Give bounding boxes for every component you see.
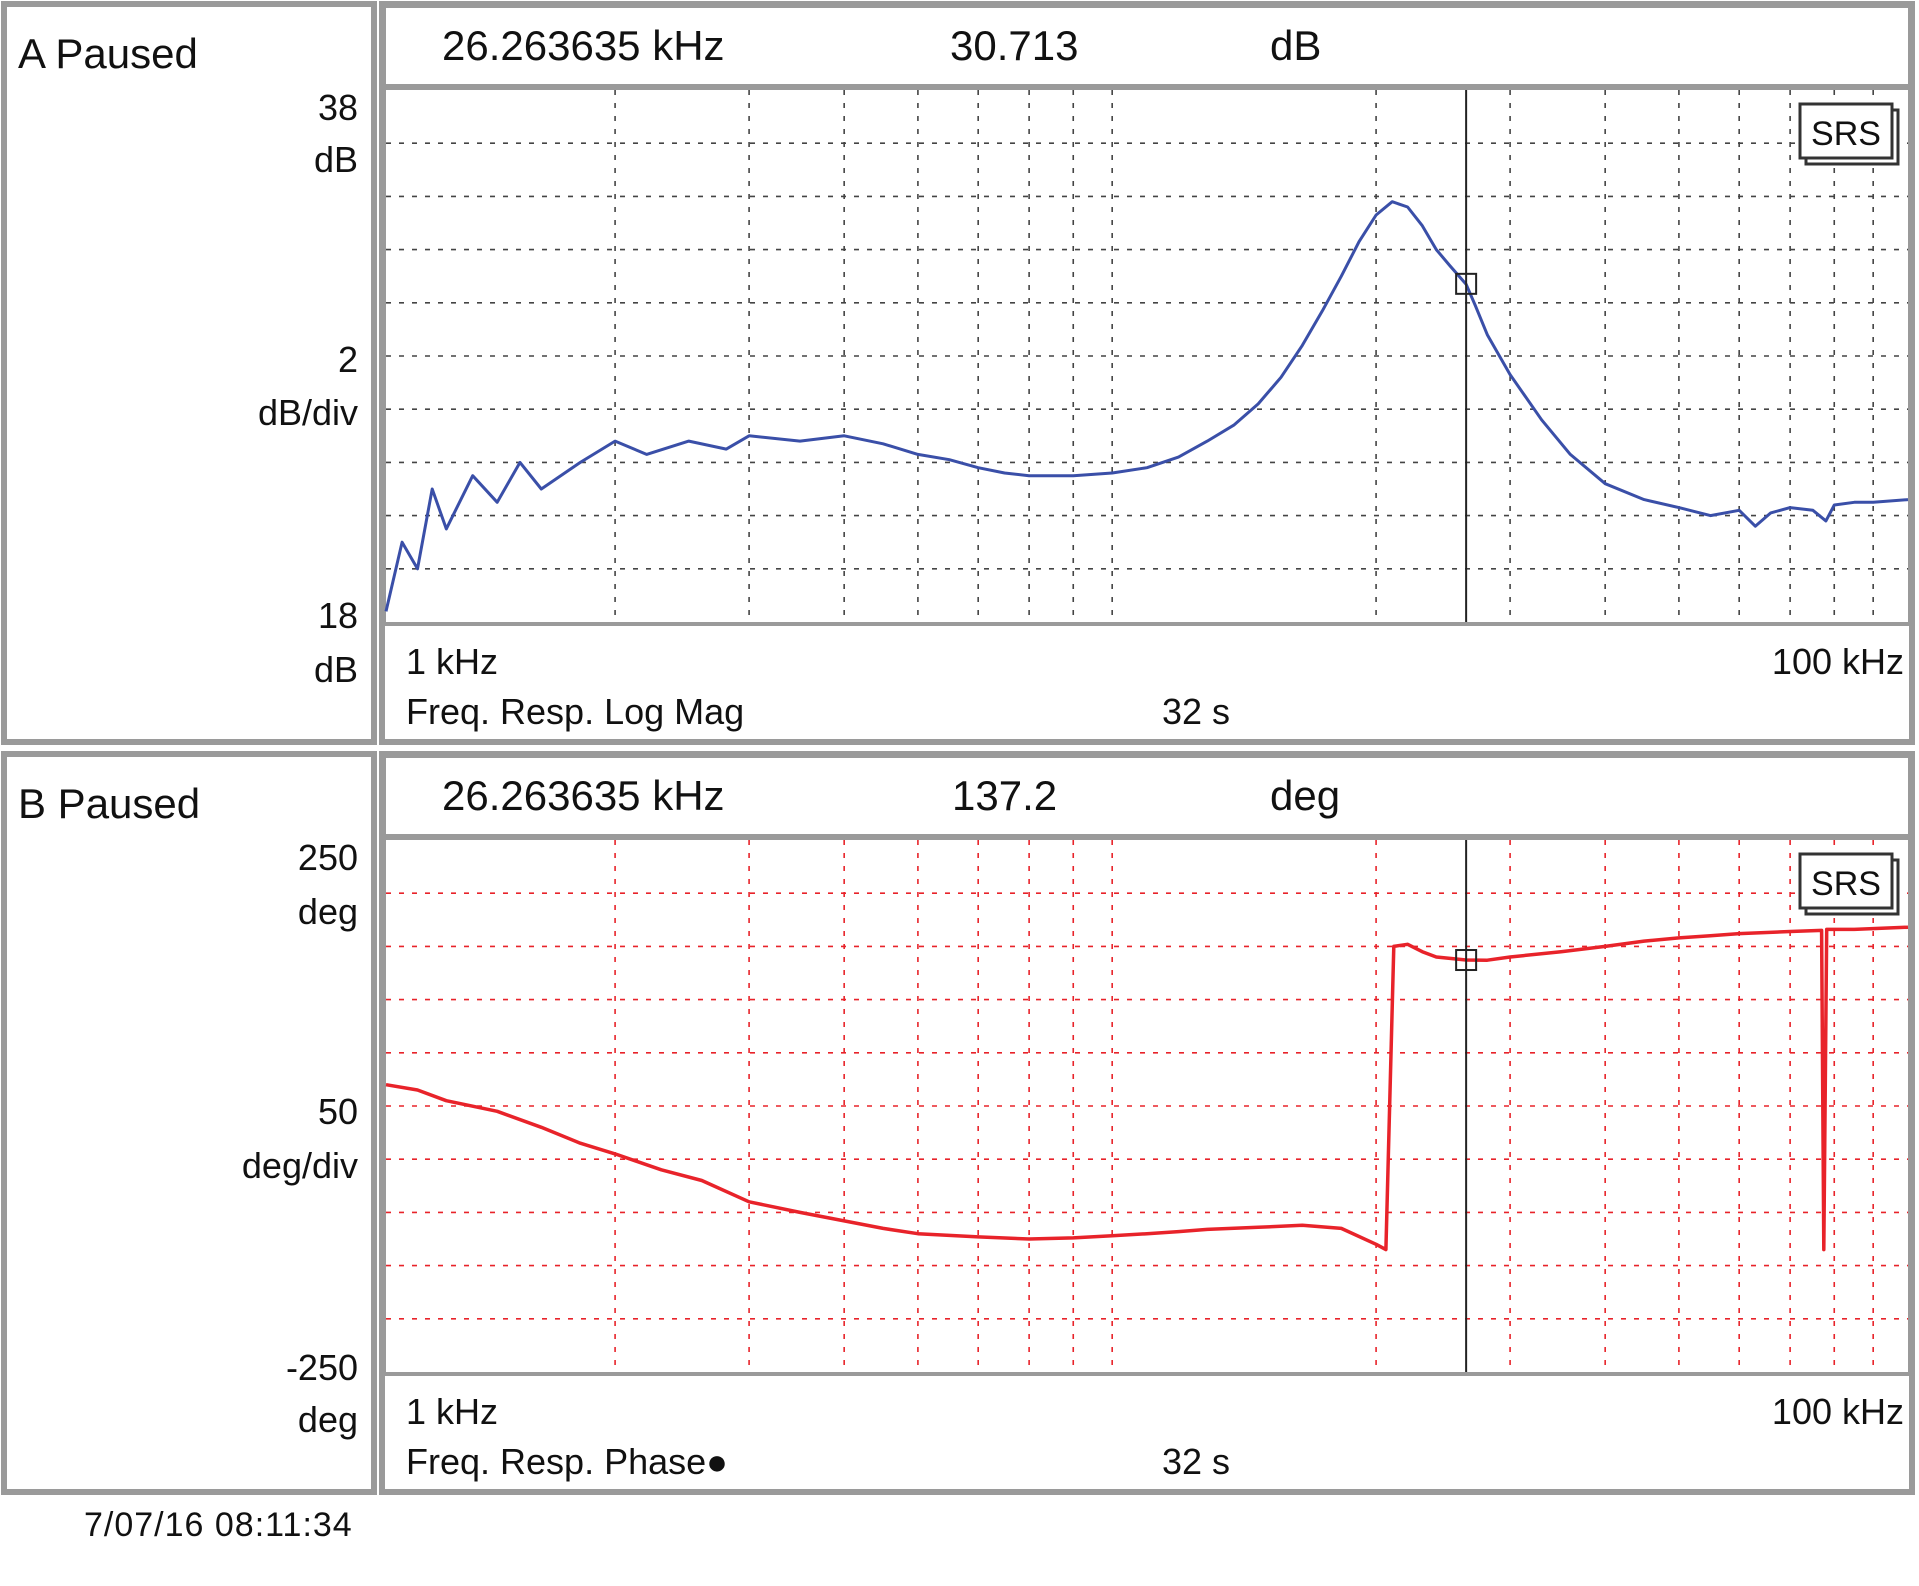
- panel-a-xstart: 1 kHz: [406, 641, 498, 682]
- panel-b-ydiv-value: 50: [318, 1091, 358, 1132]
- panel-b: B Paused 26.263635 kHz 137.2 deg 250 deg…: [1, 751, 1915, 1495]
- panel-a-plot-frame: [382, 86, 1912, 626]
- panel-a-ytop-unit: dB: [314, 139, 358, 180]
- panel-b-readout-value: 137.2: [952, 772, 1057, 819]
- panel-b-xend: 100 kHz: [1772, 1391, 1904, 1432]
- panel-b-left-frame: [1, 751, 377, 1495]
- panel-b-readout-box: [382, 754, 1912, 838]
- panel-b-status: B Paused: [18, 780, 200, 827]
- data-trace: [385, 925, 1909, 1252]
- panel-a-ytop-value: 38: [318, 87, 358, 128]
- panel-b-srs-text: SRS: [1811, 865, 1881, 903]
- panel-b-ytop-value: 250: [298, 837, 358, 878]
- panel-a-xend: 100 kHz: [1772, 641, 1904, 682]
- panel-b-measurement: Freq. Resp. Phase●: [406, 1441, 728, 1482]
- panel-b-ybottom-value: -250: [286, 1347, 358, 1388]
- panel-b-plot-frame: [382, 836, 1912, 1376]
- panel-a-readout-unit: dB: [1270, 22, 1321, 69]
- panel-a-measurement: Freq. Resp. Log Mag: [406, 691, 744, 732]
- panel-b-srs-badge: SRS: [1798, 852, 1900, 916]
- panel-b-ytop-unit: deg: [298, 891, 358, 932]
- panel-b-ydiv-unit: deg/div: [242, 1145, 358, 1186]
- panel-b-readout-unit: deg: [1270, 772, 1340, 819]
- panel-a-status: A Paused: [18, 30, 198, 77]
- panel-a-time: 32 s: [1162, 691, 1230, 732]
- panel-a-readout-value: 30.713: [950, 22, 1078, 69]
- panel-b-readout-frequency: 26.263635 kHz: [442, 772, 725, 819]
- panel-b-plot: [385, 840, 1909, 1372]
- panel-a-srs-badge: SRS: [1798, 102, 1900, 166]
- panel-a-ybottom-unit: dB: [314, 649, 358, 690]
- cursor-marker: [1455, 949, 1478, 972]
- panel-a-srs-text: SRS: [1811, 115, 1881, 153]
- panel-a-ybottom-value: 18: [318, 595, 358, 636]
- panel-a-left-frame: [1, 1, 377, 745]
- data-trace: [384, 200, 1909, 612]
- panel-a-ydiv-value: 2: [338, 339, 358, 380]
- panel-b-time: 32 s: [1162, 1441, 1230, 1482]
- panel-a-ydiv-unit: dB/div: [258, 392, 358, 433]
- panel-a: A Paused 26.263635 kHz 30.713 dB 38 dB 2…: [1, 1, 1915, 745]
- cursor-marker: [1455, 272, 1478, 295]
- timestamp: 7/07/16 08:11:34: [84, 1506, 353, 1544]
- panel-a-readout-frequency: 26.263635 kHz: [442, 22, 725, 69]
- panel-a-plot: [384, 90, 1909, 622]
- panel-b-ybottom-unit: deg: [298, 1399, 358, 1440]
- panel-b-xstart: 1 kHz: [406, 1391, 498, 1432]
